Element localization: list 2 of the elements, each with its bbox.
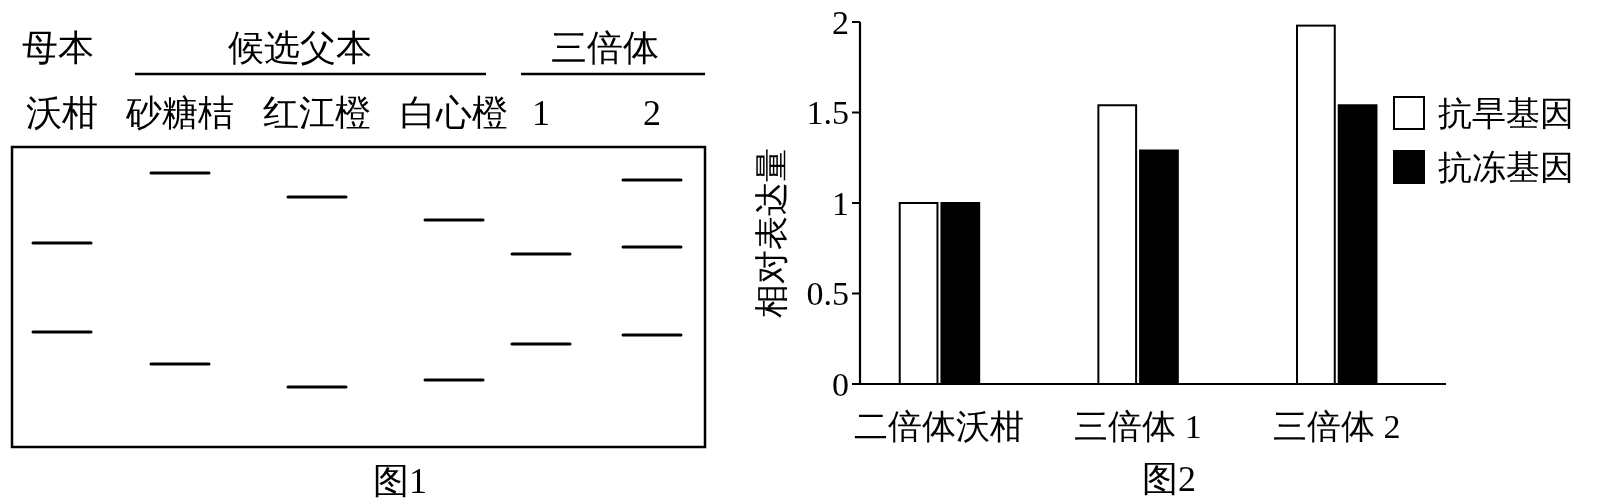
caption: 图2 [1142,459,1196,499]
caption: 图1 [373,461,427,501]
